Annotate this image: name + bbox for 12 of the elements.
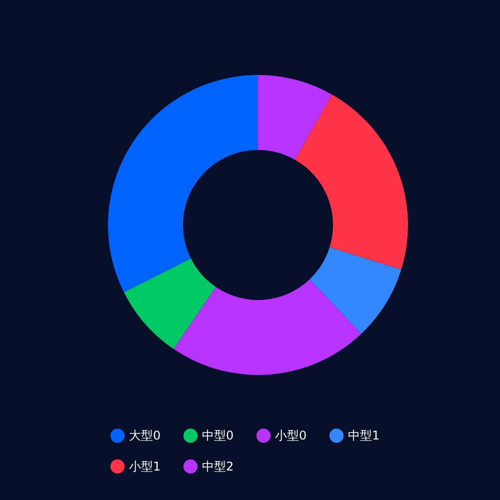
legend-label: 中型2 [202,460,234,474]
donut-slice [174,279,362,375]
donut-slice [124,258,216,350]
legend-label: 小型0 [275,428,307,443]
legend-label: 大型0 [129,428,161,443]
legend-label: 中型0 [202,428,234,443]
legend-label: 中型1 [348,428,380,443]
legend-label: 小型1 [129,460,161,474]
donut-slice [310,247,402,334]
donut-slice [258,75,332,160]
donut-slice [108,75,258,292]
donut-slice [294,94,408,270]
